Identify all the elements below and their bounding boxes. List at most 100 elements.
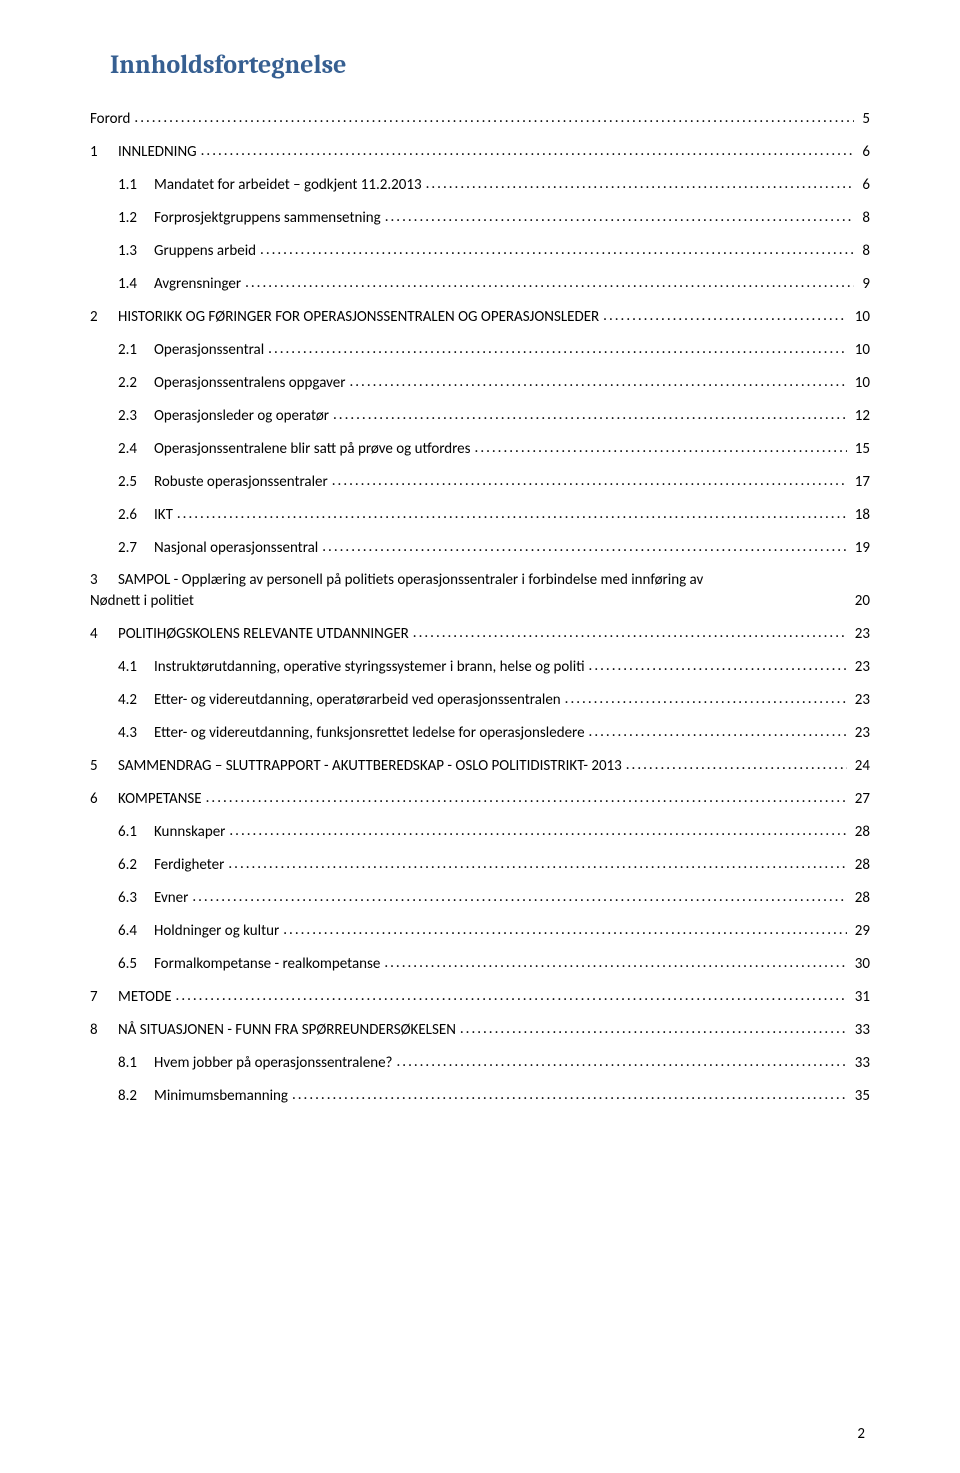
toc-entry: 4.2Etter- og videreutdanning, operatørar… bbox=[90, 689, 870, 711]
toc-dot-leader bbox=[268, 339, 847, 354]
toc-entry-number: 5 bbox=[90, 756, 118, 777]
toc-entry-label: Etter- og videreutdanning, operatørarbei… bbox=[154, 690, 561, 711]
toc-entry-label-cont: Nødnett i politiet bbox=[90, 591, 843, 612]
toc-entry: 7METODE31 bbox=[90, 986, 870, 1008]
toc-entry-number: 1.4 bbox=[118, 274, 154, 295]
toc-entry: 6KOMPETANSE27 bbox=[90, 788, 870, 810]
toc-entry: 2.4Operasjonssentralene blir satt på prø… bbox=[90, 438, 870, 460]
toc-entry: 5SAMMENDRAG – SLUTTRAPPORT - AKUTTBEREDS… bbox=[90, 755, 870, 777]
toc-dot-leader bbox=[603, 306, 847, 321]
toc-entry-label: Forprosjektgruppens sammensetning bbox=[154, 208, 381, 229]
toc-entry: 1.1Mandatet for arbeidet – godkjent 11.2… bbox=[90, 174, 870, 196]
toc-entry-label: Hvem jobber på operasjonssentralene? bbox=[154, 1053, 393, 1074]
toc-entry: 6.2Ferdigheter 28 bbox=[90, 854, 870, 876]
toc-entry-number: 6.1 bbox=[118, 822, 154, 843]
toc-entry-number: 1.3 bbox=[118, 241, 154, 262]
toc-dot-leader bbox=[397, 1052, 847, 1067]
toc-entry-number: 2.2 bbox=[118, 373, 154, 394]
toc-title: Innholdsfortegnelse bbox=[90, 50, 870, 80]
toc-entry: 8.2Minimumsbemanning 35 bbox=[90, 1085, 870, 1107]
toc-dot-leader bbox=[349, 372, 846, 387]
toc-dot-leader bbox=[413, 623, 847, 638]
toc-entry-number: 4.3 bbox=[118, 723, 154, 744]
toc-entry-label: INNLEDNING bbox=[118, 142, 197, 163]
toc-entry-number: 2.3 bbox=[118, 406, 154, 427]
toc-entry-label: IKT bbox=[154, 505, 173, 526]
toc-dot-leader bbox=[426, 174, 855, 189]
toc-entry: 2.5Robuste operasjonssentraler17 bbox=[90, 471, 870, 493]
toc-dot-leader bbox=[283, 920, 847, 935]
toc-entry-page: 10 bbox=[851, 340, 870, 361]
toc-entry-page: 33 bbox=[851, 1053, 870, 1074]
toc-entry-label: KOMPETANSE bbox=[118, 789, 202, 810]
toc-entry-page: 23 bbox=[851, 690, 870, 711]
toc-entry-number: 6.5 bbox=[118, 954, 154, 975]
toc-entry-page: 17 bbox=[851, 472, 870, 493]
toc-entry: 1.2Forprosjektgruppens sammensetning8 bbox=[90, 207, 870, 229]
toc-entry: 6.5Formalkompetanse - realkompetanse 30 bbox=[90, 953, 870, 975]
toc-dot-leader bbox=[589, 722, 847, 737]
toc-entry-label: Nasjonal operasjonssentral bbox=[154, 538, 318, 559]
toc-dot-leader bbox=[260, 240, 854, 255]
toc-entry-page: 20 bbox=[851, 591, 870, 612]
toc-entry-page: 23 bbox=[851, 723, 870, 744]
toc-entry-page: 30 bbox=[851, 954, 870, 975]
toc-list: Forord51INNLEDNING61.1Mandatet for arbei… bbox=[90, 108, 870, 1107]
toc-entry-label: Avgrensninger bbox=[154, 274, 241, 295]
toc-entry-label: Etter- og videreutdanning, funksjonsrett… bbox=[154, 723, 585, 744]
toc-dot-leader bbox=[332, 471, 847, 486]
toc-entry: 2.3Operasjonsleder og operatør12 bbox=[90, 405, 870, 427]
toc-entry-page: 8 bbox=[858, 208, 870, 229]
toc-dot-leader bbox=[245, 273, 854, 288]
toc-entry-page: 28 bbox=[851, 855, 870, 876]
toc-entry: 6.4Holdninger og kultur29 bbox=[90, 920, 870, 942]
toc-entry: 6.3Evner28 bbox=[90, 887, 870, 909]
toc-entry-page: 6 bbox=[858, 175, 870, 196]
toc-entry-page: 35 bbox=[851, 1086, 870, 1107]
toc-entry-page: 24 bbox=[851, 756, 870, 777]
toc-entry-number: 8 bbox=[90, 1020, 118, 1041]
toc-entry-label: Operasjonssentralene blir satt på prøve … bbox=[154, 439, 471, 460]
toc-dot-leader bbox=[228, 854, 846, 869]
toc-entry-page: 15 bbox=[851, 439, 870, 460]
toc-entry: 1.4Avgrensninger 9 bbox=[90, 273, 870, 295]
toc-entry-number: 8.2 bbox=[118, 1086, 154, 1107]
toc-entry: 1.3Gruppens arbeid8 bbox=[90, 240, 870, 262]
toc-entry-number: 4.2 bbox=[118, 690, 154, 711]
toc-entry-label: POLITIHØGSKOLENS RELEVANTE UTDANNINGER bbox=[118, 624, 409, 645]
toc-entry-label: Mandatet for arbeidet – godkjent 11.2.20… bbox=[154, 175, 422, 196]
toc-dot-leader bbox=[589, 656, 847, 671]
toc-entry-label: Minimumsbemanning bbox=[154, 1086, 288, 1107]
toc-dot-leader bbox=[565, 689, 847, 704]
toc-entry-label: METODE bbox=[118, 987, 172, 1008]
toc-entry-page: 5 bbox=[858, 109, 870, 130]
toc-entry-label: Ferdigheter bbox=[154, 855, 224, 876]
toc-dot-leader bbox=[475, 438, 847, 453]
toc-entry-label: Operasjonssentral bbox=[154, 340, 264, 361]
toc-entry-number: 1 bbox=[90, 142, 118, 163]
toc-entry-number: 6.2 bbox=[118, 855, 154, 876]
toc-entry-label: Instruktørutdanning, operative styringss… bbox=[154, 657, 585, 678]
toc-entry-page: 6 bbox=[858, 142, 870, 163]
toc-entry: 4.3Etter- og videreutdanning, funksjonsr… bbox=[90, 722, 870, 744]
toc-dot-leader bbox=[229, 821, 846, 836]
toc-entry-label: Formalkompetanse - realkompetanse bbox=[154, 954, 380, 975]
toc-entry-page: 19 bbox=[851, 538, 870, 559]
toc-dot-leader bbox=[201, 141, 855, 156]
toc-entry-label: Evner bbox=[154, 888, 188, 909]
toc-entry-page: 9 bbox=[858, 274, 870, 295]
toc-entry: 2.7Nasjonal operasjonssentral19 bbox=[90, 537, 870, 559]
toc-entry-number: 6.4 bbox=[118, 921, 154, 942]
toc-entry-page: 18 bbox=[851, 505, 870, 526]
toc-entry: 2.2Operasjonssentralens oppgaver10 bbox=[90, 372, 870, 394]
toc-entry: 4POLITIHØGSKOLENS RELEVANTE UTDANNINGER2… bbox=[90, 623, 870, 645]
toc-dot-leader bbox=[134, 108, 854, 123]
toc-dot-leader bbox=[460, 1019, 847, 1034]
toc-entry-page: 10 bbox=[851, 307, 870, 328]
toc-entry-page: 28 bbox=[851, 888, 870, 909]
toc-entry-number: 3 bbox=[90, 570, 118, 591]
toc-dot-leader bbox=[176, 986, 847, 1001]
toc-dot-leader bbox=[333, 405, 847, 420]
toc-entry-number: 7 bbox=[90, 987, 118, 1008]
toc-entry: Forord5 bbox=[90, 108, 870, 130]
